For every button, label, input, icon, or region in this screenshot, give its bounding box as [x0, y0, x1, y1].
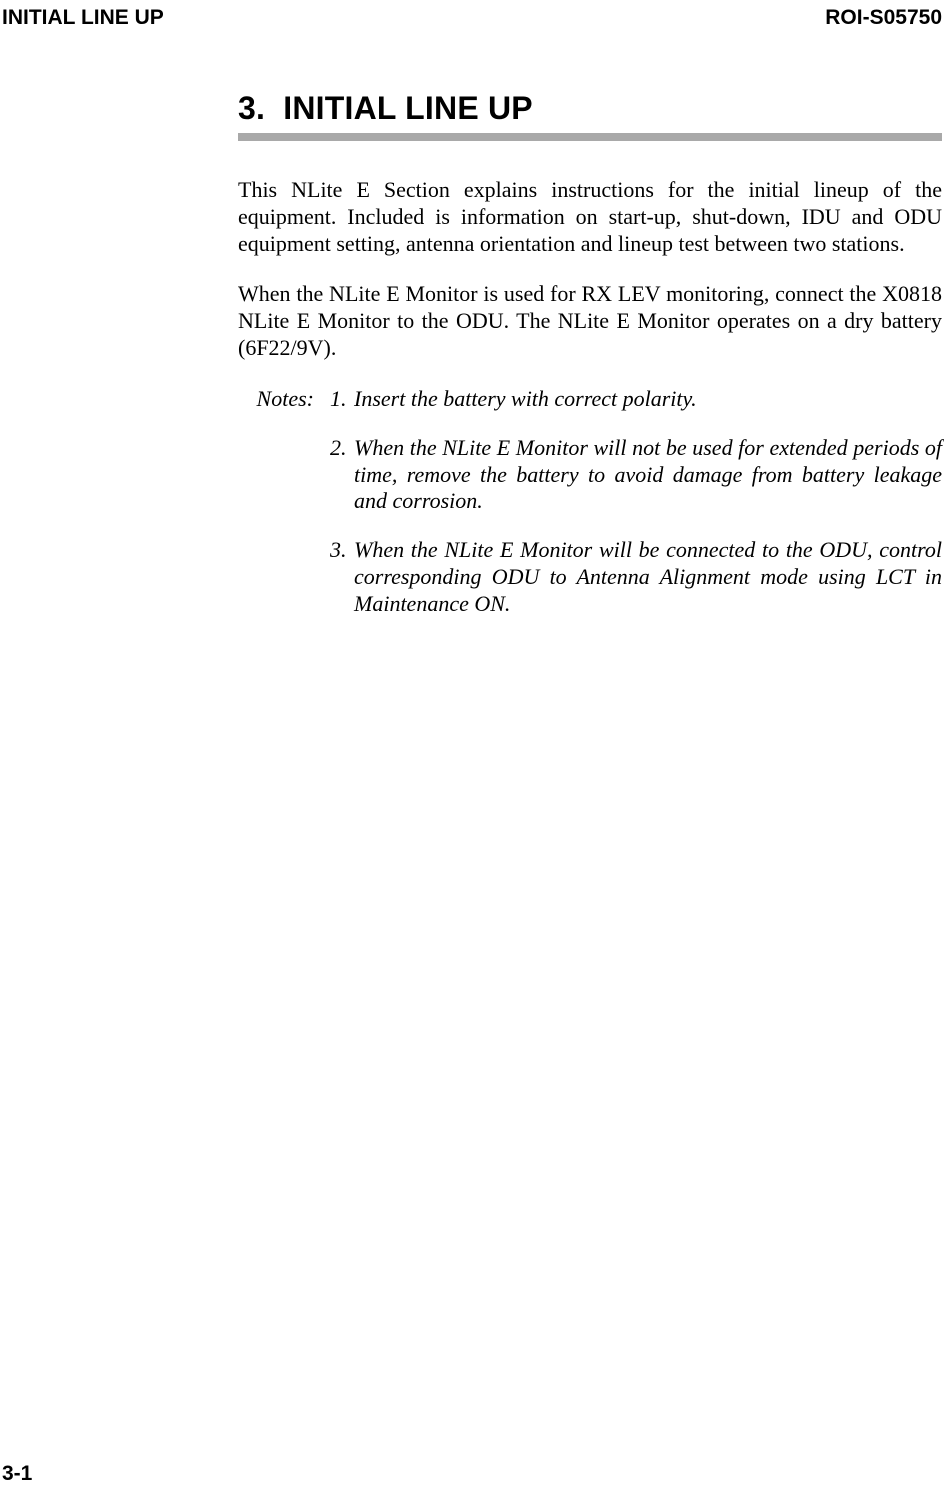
running-header-right: ROI-S05750 — [825, 6, 942, 30]
notes-block: Notes: 1. Insert the battery with correc… — [238, 386, 942, 618]
note-text: When the NLite E Monitor will be connect… — [354, 537, 942, 617]
section-number: 3. — [238, 90, 265, 126]
page: INITIAL LINE UP ROI-S05750 3. INITIAL LI… — [0, 0, 944, 1492]
notes-label-empty — [238, 435, 330, 515]
note-row-2: 2. When the NLite E Monitor will not be … — [238, 435, 942, 515]
note-row-1: Notes: 1. Insert the battery with correc… — [238, 386, 942, 413]
note-number: 3. — [330, 537, 354, 617]
intro-paragraph-2: When the NLite E Monitor is used for RX … — [238, 281, 942, 361]
note-row-3: 3. When the NLite E Monitor will be conn… — [238, 537, 942, 617]
section-title-text: INITIAL LINE UP — [283, 90, 533, 126]
page-number: 3-1 — [2, 1462, 32, 1486]
notes-label: Notes: — [238, 386, 330, 413]
note-body-2: 2. When the NLite E Monitor will not be … — [330, 435, 942, 515]
intro-paragraph-1: This NLite E Section explains instructio… — [238, 177, 942, 257]
note-item: 3. When the NLite E Monitor will be conn… — [330, 537, 942, 617]
content-area: 3. INITIAL LINE UP This NLite E Section … — [238, 90, 942, 640]
note-body-3: 3. When the NLite E Monitor will be conn… — [330, 537, 942, 617]
title-underline — [238, 133, 942, 141]
note-number: 2. — [330, 435, 354, 515]
note-number: 1. — [330, 386, 354, 413]
running-header-left: INITIAL LINE UP — [2, 6, 164, 30]
note-text: Insert the battery with correct polarity… — [354, 386, 942, 413]
note-item: 2. When the NLite E Monitor will not be … — [330, 435, 942, 515]
note-text: When the NLite E Monitor will not be use… — [354, 435, 942, 515]
notes-label-empty — [238, 537, 330, 617]
note-item: 1. Insert the battery with correct polar… — [330, 386, 942, 413]
section-title: 3. INITIAL LINE UP — [238, 90, 942, 127]
note-body-1: 1. Insert the battery with correct polar… — [330, 386, 942, 413]
